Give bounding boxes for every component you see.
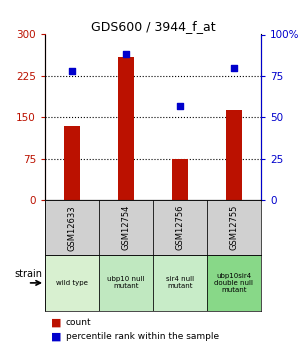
- Text: GSM12756: GSM12756: [176, 205, 184, 250]
- Title: GDS600 / 3944_f_at: GDS600 / 3944_f_at: [91, 20, 215, 33]
- Bar: [118, 57, 134, 200]
- Point: [232, 65, 236, 70]
- Text: GSM12755: GSM12755: [230, 205, 238, 250]
- Text: ■: ■: [51, 318, 62, 327]
- Text: strain: strain: [14, 269, 42, 279]
- Text: percentile rank within the sample: percentile rank within the sample: [66, 332, 219, 341]
- Text: ubp10 null
mutant: ubp10 null mutant: [107, 276, 145, 289]
- Bar: [45, 200, 99, 255]
- Text: count: count: [66, 318, 92, 327]
- Text: ubp10sir4
double null
mutant: ubp10sir4 double null mutant: [214, 273, 254, 293]
- Bar: [226, 110, 242, 200]
- Text: sir4 null
mutant: sir4 null mutant: [166, 276, 194, 289]
- Bar: [99, 200, 153, 255]
- Point: [124, 52, 128, 57]
- Bar: [64, 126, 80, 200]
- Point: [70, 68, 74, 74]
- Bar: [207, 255, 261, 310]
- Point: [178, 103, 182, 108]
- Bar: [207, 200, 261, 255]
- Bar: [45, 255, 99, 310]
- Text: ■: ■: [51, 332, 62, 341]
- Bar: [99, 255, 153, 310]
- Bar: [172, 159, 188, 200]
- Text: GSM12754: GSM12754: [122, 205, 130, 250]
- Bar: [153, 255, 207, 310]
- Text: GSM12633: GSM12633: [68, 205, 76, 250]
- Text: wild type: wild type: [56, 280, 88, 286]
- Bar: [153, 200, 207, 255]
